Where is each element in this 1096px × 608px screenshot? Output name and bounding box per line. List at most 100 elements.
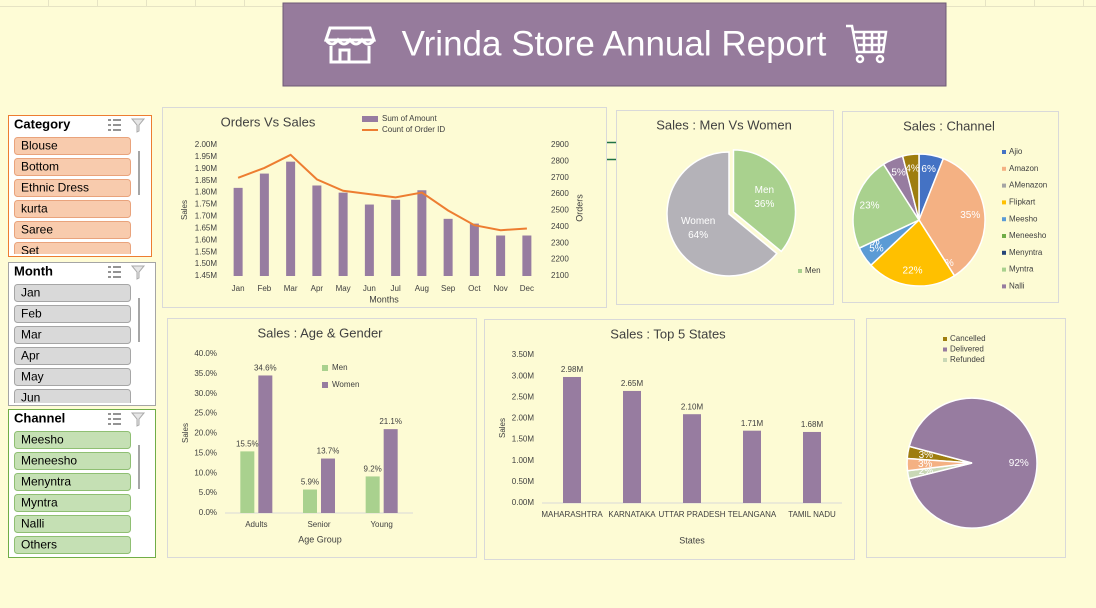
y-axis-title: Sales (180, 200, 189, 220)
clear-filter-icon[interactable] (130, 118, 146, 133)
slicer-item-label: Set (21, 244, 40, 258)
data-label: 1.71M (741, 419, 764, 428)
multi-select-icon[interactable] (108, 413, 121, 425)
x-tick-label: Jan (232, 284, 245, 293)
legend-label: Men (805, 266, 821, 275)
slicer-item[interactable] (14, 494, 131, 512)
y-tick-label: 3.50M (512, 350, 535, 359)
slicer-item[interactable] (14, 284, 131, 302)
chart-title: Sales : Age & Gender (257, 325, 383, 340)
bar (443, 218, 453, 276)
legend-label: Delivered (950, 345, 984, 354)
legend-swatch (798, 269, 802, 273)
legend-swatch (943, 358, 947, 362)
bar (365, 476, 380, 513)
data-label: 36% (754, 199, 774, 210)
slicer-item[interactable] (14, 158, 131, 176)
x-tick-label: May (336, 284, 351, 293)
slicer-item[interactable] (14, 431, 131, 449)
legend-label: Meesho (1009, 214, 1038, 223)
data-label: 3% (918, 459, 933, 470)
multi-select-icon[interactable] (108, 119, 121, 131)
slicer-title: Channel (14, 410, 65, 425)
slicer-item-label: Blouse (21, 139, 58, 153)
legend-label: AMenazon (1009, 181, 1047, 190)
bar (391, 199, 401, 276)
legend-label: Meneesho (1009, 231, 1047, 240)
x-tick-label: Jul (391, 284, 401, 293)
y-axis-title: Sales (498, 418, 507, 438)
x-axis-title: Age Group (298, 534, 342, 544)
x-tick-label: Sep (441, 284, 456, 293)
chart-title: Orders Vs Sales (221, 114, 316, 129)
slicer-item[interactable] (14, 452, 131, 470)
legend-label: Nalli (1009, 282, 1025, 291)
y-tick-label: 0.0% (199, 508, 217, 517)
y-tick-label: 1.90M (195, 164, 218, 173)
legend-label: Refunded (950, 355, 985, 364)
y-tick-label: 1.70M (195, 212, 218, 221)
pie-slice (918, 157, 986, 277)
slicer-item-label: Apr (21, 349, 40, 363)
data-label: 23% (860, 200, 880, 211)
y-tick-label: 1.55M (195, 247, 218, 256)
legend-swatch (322, 365, 328, 371)
legend-swatch (1002, 250, 1006, 255)
x-tick-label: TAMIL NADU (788, 510, 836, 519)
chart-panel (162, 107, 607, 308)
clear-filter-icon[interactable] (130, 412, 146, 427)
slicer-item[interactable] (14, 326, 131, 344)
y-tick-label: 25.0% (194, 409, 217, 418)
x-tick-label: Aug (415, 284, 429, 293)
slicer-item[interactable] (14, 536, 131, 554)
legend-swatch (1002, 284, 1006, 289)
slicer-item[interactable] (14, 305, 131, 323)
slicer-item[interactable] (14, 473, 131, 491)
legend-label: Ajio (1009, 147, 1023, 156)
slicer-item-label: Nalli (21, 517, 44, 531)
bar (303, 489, 317, 513)
slicer-item[interactable] (14, 347, 131, 365)
bar (683, 414, 701, 503)
y-tick-label: 1.85M (195, 176, 218, 185)
data-label: 5% (869, 244, 884, 255)
slicer-item[interactable] (14, 221, 131, 239)
y2-tick-label: 2200 (551, 255, 569, 264)
bar (623, 390, 641, 503)
bar (240, 451, 255, 513)
y-tick-label: 15.0% (194, 448, 217, 457)
slicer-item-label: May (21, 370, 44, 384)
multi-select-icon[interactable] (108, 266, 121, 278)
chart-title: Sales : Top 5 States (610, 326, 726, 341)
data-label: 22% (903, 266, 923, 277)
slicer-items: Jan Feb Mar Apr May Jun (14, 284, 131, 407)
slicer-item[interactable] (14, 200, 131, 218)
slicer-item[interactable] (14, 368, 131, 386)
slicer-item[interactable] (14, 515, 131, 533)
y-tick-label: 35.0% (194, 369, 217, 378)
y-tick-label: 0.50M (512, 477, 535, 486)
pie-slice (666, 151, 778, 277)
slicer-item[interactable] (14, 137, 131, 155)
clear-filter-icon[interactable] (130, 265, 146, 280)
legend-swatch (1002, 217, 1006, 222)
x-tick-label: Senior (307, 520, 330, 529)
legend-swatch (1002, 234, 1006, 238)
header-title: Vrinda Store Annual Report (402, 24, 827, 63)
y-tick-label: 2.50M (512, 392, 535, 401)
x-tick-label: Feb (257, 284, 271, 293)
bar (286, 161, 296, 276)
bar (417, 190, 427, 276)
chart-title: Sales : Channel (903, 118, 995, 133)
y2-tick-label: 2300 (551, 238, 569, 247)
slicer-item[interactable] (14, 389, 131, 407)
slicer-item[interactable] (14, 242, 131, 260)
slicer-item-label: Meesho (21, 433, 64, 447)
x-tick-label: Nov (494, 284, 508, 293)
x-tick-label: Adults (245, 520, 267, 529)
bar (321, 458, 335, 513)
x-tick-label: Oct (468, 284, 481, 293)
y-tick-label: 1.60M (195, 235, 218, 244)
pie-slice (907, 397, 1038, 529)
slicer-item[interactable] (14, 179, 131, 197)
